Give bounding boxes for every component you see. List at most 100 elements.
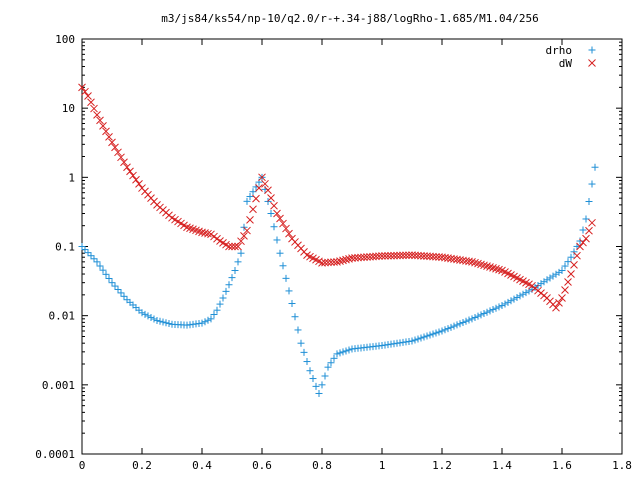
data-point	[165, 320, 173, 328]
data-point	[477, 260, 485, 269]
data-point	[99, 266, 107, 274]
data-point	[225, 242, 233, 251]
data-point	[210, 311, 218, 319]
data-point	[345, 346, 353, 354]
data-point	[228, 242, 236, 251]
data-point	[276, 214, 284, 223]
data-point	[555, 299, 563, 307]
data-point	[579, 238, 587, 247]
data-point	[249, 188, 257, 196]
data-point	[462, 317, 470, 325]
data-point	[498, 302, 506, 310]
data-point	[420, 333, 428, 341]
data-point	[492, 304, 500, 312]
y-tick-label: 0.1	[55, 241, 75, 254]
data-point	[303, 358, 311, 366]
data-point	[267, 209, 275, 217]
legend-marker	[588, 59, 596, 67]
data-point	[576, 242, 584, 251]
data-point	[264, 186, 272, 195]
data-point	[495, 265, 503, 274]
data-point	[144, 312, 152, 320]
data-point	[417, 251, 425, 260]
data-point	[285, 287, 293, 295]
legend-label: dW	[559, 57, 573, 70]
data-point	[102, 270, 110, 278]
data-point	[327, 258, 335, 267]
data-point	[93, 111, 101, 119]
data-point	[522, 289, 530, 297]
data-point	[234, 258, 242, 266]
data-point	[492, 264, 500, 273]
data-point	[291, 313, 299, 321]
data-point	[336, 349, 344, 357]
data-point	[432, 329, 440, 337]
data-point	[204, 229, 212, 238]
x-tick-label: 1.2	[432, 459, 452, 472]
data-point	[585, 226, 593, 235]
data-point	[570, 260, 578, 269]
data-point	[132, 175, 140, 184]
data-point	[327, 359, 335, 367]
data-point	[459, 318, 467, 326]
data-point	[393, 251, 401, 260]
data-point	[339, 256, 347, 265]
data-point	[219, 294, 227, 302]
legend-marker	[588, 46, 596, 54]
data-point	[240, 232, 248, 240]
data-point	[429, 252, 437, 261]
data-marks	[78, 83, 599, 397]
data-point	[426, 331, 434, 339]
data-point	[231, 266, 239, 274]
x-tick-label: 1.4	[492, 459, 512, 472]
data-point	[465, 257, 473, 266]
data-point	[513, 293, 521, 301]
data-point	[222, 287, 230, 295]
data-point	[588, 180, 596, 188]
data-point	[102, 127, 110, 136]
data-point	[105, 133, 113, 141]
data-point	[516, 292, 524, 300]
data-point	[357, 253, 365, 262]
x-tick-label: 0.2	[132, 459, 152, 472]
data-point	[330, 354, 338, 362]
data-point	[306, 367, 314, 375]
data-point	[297, 339, 305, 347]
data-point	[258, 173, 266, 182]
data-point	[255, 184, 263, 192]
data-point	[300, 348, 308, 356]
data-point	[570, 248, 578, 256]
data-point	[348, 254, 356, 262]
data-point	[480, 310, 488, 318]
data-point	[318, 259, 326, 267]
data-point	[333, 350, 341, 358]
data-point	[585, 198, 593, 206]
data-point	[108, 138, 116, 147]
data-point	[483, 262, 491, 271]
x-tick-label: 1.6	[552, 459, 572, 472]
data-point	[573, 251, 581, 260]
data-point	[384, 251, 392, 260]
data-point	[582, 215, 590, 223]
data-point	[270, 201, 278, 210]
data-point	[273, 236, 281, 244]
data-point	[111, 143, 119, 152]
data-point	[441, 326, 449, 334]
data-point	[207, 315, 215, 323]
data-point	[387, 251, 395, 260]
data-point	[249, 205, 257, 214]
data-point	[396, 251, 404, 260]
data-point	[120, 158, 128, 167]
x-tick-label: 0.6	[252, 459, 272, 472]
data-point	[558, 294, 566, 302]
data-point	[576, 237, 584, 245]
data-point	[453, 321, 461, 329]
data-point	[342, 255, 350, 264]
data-point	[474, 259, 482, 268]
data-point	[474, 312, 482, 320]
data-point	[201, 229, 209, 237]
data-point	[246, 193, 254, 201]
data-point	[372, 252, 380, 261]
